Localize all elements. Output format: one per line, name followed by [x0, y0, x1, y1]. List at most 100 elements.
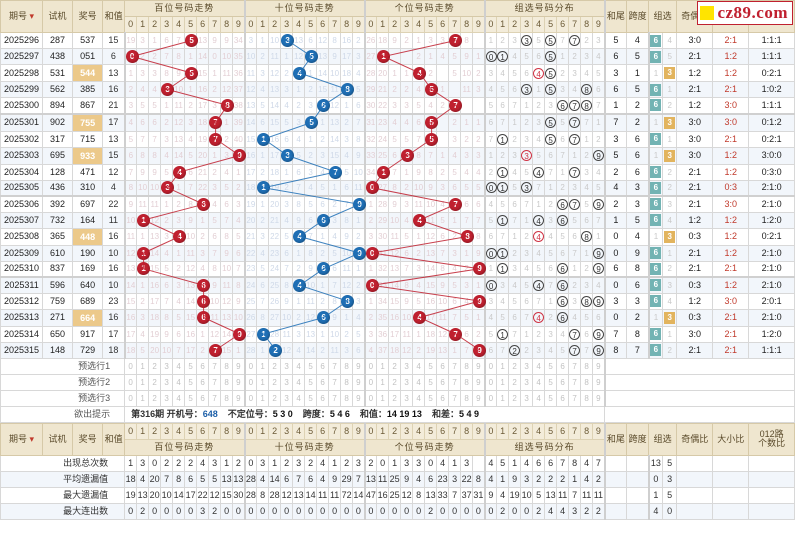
- cell-zx-1[interactable]: 2: [496, 146, 510, 165]
- preselect-cell-1-0[interactable]: 0: [243, 373, 258, 391]
- cell-shi-6[interactable]: 15: [316, 81, 330, 98]
- cell-zx-2[interactable]: 2: [508, 244, 522, 262]
- cell-ge-6[interactable]: 8: [436, 260, 450, 278]
- cell-shi-6[interactable]: 2: [316, 130, 330, 148]
- cell-zx-0[interactable]: 6: [483, 113, 498, 132]
- cell-zx-5[interactable]: 5: [544, 64, 558, 82]
- cell-bai-2[interactable]: 16: [148, 276, 162, 294]
- cell-bai-5[interactable]: 5: [184, 64, 199, 82]
- cell-ge-1[interactable]: 18: [376, 32, 390, 49]
- cell-bai-8[interactable]: 12: [220, 292, 234, 310]
- tick-0-7[interactable]: 7: [208, 16, 222, 33]
- cell-shi-0[interactable]: 11: [243, 64, 258, 82]
- preselect-cell-0-5[interactable]: 5: [184, 373, 198, 391]
- cell-shi-8[interactable]: 4: [340, 146, 354, 165]
- cell-bai-7[interactable]: 2: [208, 163, 222, 181]
- cell-shi-4[interactable]: 9: [292, 211, 306, 229]
- table-row[interactable]: 2025297 438 051 6 0 2 2 7 8 1 14 0 10 35 10 2 11 1 12 5 13 9 1…: [0, 48, 795, 65]
- preselect-row[interactable]: 预选行1 0 1 2 3 4 5 6 7 8 9 0 1 2 3 4 5 6 7 8 9 0 1 2 3 4 5 6 7 8 9 0 1 2 3 4 5…: [0, 357, 795, 375]
- cell-bai-6[interactable]: 2: [196, 227, 210, 246]
- preselect-cell-2-6[interactable]: 6: [436, 389, 450, 407]
- cell-bai-1[interactable]: 3: [136, 32, 150, 49]
- cell-zx-8[interactable]: 4: [580, 64, 594, 82]
- preselect-cell-2-5[interactable]: 5: [424, 389, 438, 407]
- cell-shi-8[interactable]: 2: [340, 113, 354, 132]
- cell-shi-8[interactable]: 6: [340, 179, 354, 197]
- cell-zx-7[interactable]: 7: [568, 163, 582, 181]
- cell-zx-0[interactable]: 4: [483, 308, 498, 327]
- cell-ge-7[interactable]: 4: [448, 260, 462, 278]
- preselect-cell-0-6[interactable]: 6: [196, 373, 210, 391]
- stat-tick-3-7[interactable]: 7: [568, 422, 582, 440]
- cell-shi-6[interactable]: 1: [316, 227, 330, 246]
- cell-bai-5[interactable]: 14: [184, 292, 198, 310]
- preselect-cell-0-9[interactable]: 9: [232, 373, 246, 391]
- cell-shi-1[interactable]: 1: [256, 325, 271, 343]
- cell-shi-6[interactable]: 1: [316, 113, 330, 132]
- cell-ge-4[interactable]: 1: [412, 227, 426, 246]
- cell-shi-5[interactable]: 14: [304, 341, 318, 359]
- cell-bai-8[interactable]: 10: [220, 260, 234, 278]
- cell-zx-9[interactable]: 9: [592, 292, 606, 310]
- cell-ge-8[interactable]: 10: [460, 64, 474, 82]
- cell-shi-2[interactable]: 22: [268, 227, 282, 246]
- cell-shi-4[interactable]: 1: [292, 244, 306, 262]
- cell-shi-6[interactable]: 12: [316, 32, 330, 49]
- cell-zx-6[interactable]: 6: [556, 276, 570, 294]
- cell-bai-0[interactable]: 0: [123, 48, 139, 65]
- cell-ge-0[interactable]: 3: [363, 227, 378, 246]
- cell-zx-1[interactable]: 1: [496, 325, 510, 343]
- cell-zx-1[interactable]: 7: [496, 227, 510, 246]
- cell-shi-7[interactable]: 9: [328, 308, 342, 327]
- preselect-cell-1-9[interactable]: 9: [352, 357, 366, 375]
- cell-shi-5[interactable]: 1: [304, 64, 318, 82]
- preselect-cell-3-0[interactable]: 0: [483, 389, 498, 407]
- stat-tick-2-3[interactable]: 3: [400, 422, 414, 440]
- preselect-cell-3-6[interactable]: 6: [556, 357, 570, 375]
- cell-zx-8[interactable]: 2: [580, 146, 594, 165]
- cell-shi-1[interactable]: 6: [256, 113, 270, 132]
- preselect-cell-2-1[interactable]: 1: [376, 389, 390, 407]
- stat-tail-2[interactable]: 组选: [648, 422, 678, 456]
- cell-ge-4[interactable]: 8: [412, 146, 426, 165]
- cell-ge-6[interactable]: 13: [436, 341, 450, 359]
- preselect-cell-1-9[interactable]: 9: [352, 389, 366, 407]
- cell-zx-4[interactable]: 5: [532, 260, 546, 278]
- cell-zx-2[interactable]: 5: [508, 64, 522, 82]
- cell-bai-8[interactable]: 10: [220, 48, 234, 65]
- cell-bai-6[interactable]: 16: [196, 81, 210, 98]
- cell-zx-1[interactable]: 6: [496, 97, 510, 115]
- tick-1-0[interactable]: 0: [243, 16, 258, 33]
- cell-ge-1[interactable]: 36: [376, 325, 390, 343]
- cell-zx-6[interactable]: 6: [556, 130, 570, 148]
- cell-shi-2[interactable]: 21: [268, 211, 282, 229]
- cell-shi-7[interactable]: 6: [328, 260, 342, 278]
- cell-bai-6[interactable]: 13: [196, 32, 210, 49]
- cell-shi-5[interactable]: 5: [304, 195, 318, 213]
- cell-zx-0[interactable]: 0: [483, 48, 498, 65]
- cell-ge-9[interactable]: 9: [472, 260, 487, 278]
- cell-ge-7[interactable]: 6: [448, 292, 462, 310]
- cell-shi-6[interactable]: 4: [316, 163, 330, 181]
- preselect-cell-0-1[interactable]: 1: [136, 389, 150, 407]
- cell-zx-7[interactable]: 7: [568, 130, 582, 148]
- cell-shi-8[interactable]: 1: [340, 97, 354, 115]
- cell-shi-1[interactable]: 2: [256, 163, 270, 181]
- cell-ge-5[interactable]: 12: [424, 227, 438, 246]
- cell-bai-6[interactable]: 22: [196, 179, 210, 197]
- cell-ge-4[interactable]: 4: [412, 211, 427, 229]
- cell-shi-5[interactable]: 13: [304, 325, 318, 343]
- cell-ge-6[interactable]: 1: [436, 146, 450, 165]
- stat-tick-1-6[interactable]: 6: [316, 422, 330, 440]
- cell-ge-0[interactable]: 30: [363, 97, 378, 115]
- cell-ge-9[interactable]: 8: [472, 227, 486, 246]
- cell-shi-3[interactable]: 2: [280, 179, 294, 197]
- cell-zx-0[interactable]: 1: [483, 260, 498, 278]
- tick-3-8[interactable]: 8: [580, 16, 594, 33]
- cell-ge-9[interactable]: [472, 32, 486, 49]
- cell-zx-0[interactable]: 1: [483, 32, 498, 49]
- cell-bai-1[interactable]: 11: [136, 195, 150, 213]
- stat-tick-1-0[interactable]: 0: [243, 422, 258, 440]
- cell-bai-3[interactable]: 10: [160, 341, 174, 359]
- cell-ge-2[interactable]: 14: [388, 276, 402, 294]
